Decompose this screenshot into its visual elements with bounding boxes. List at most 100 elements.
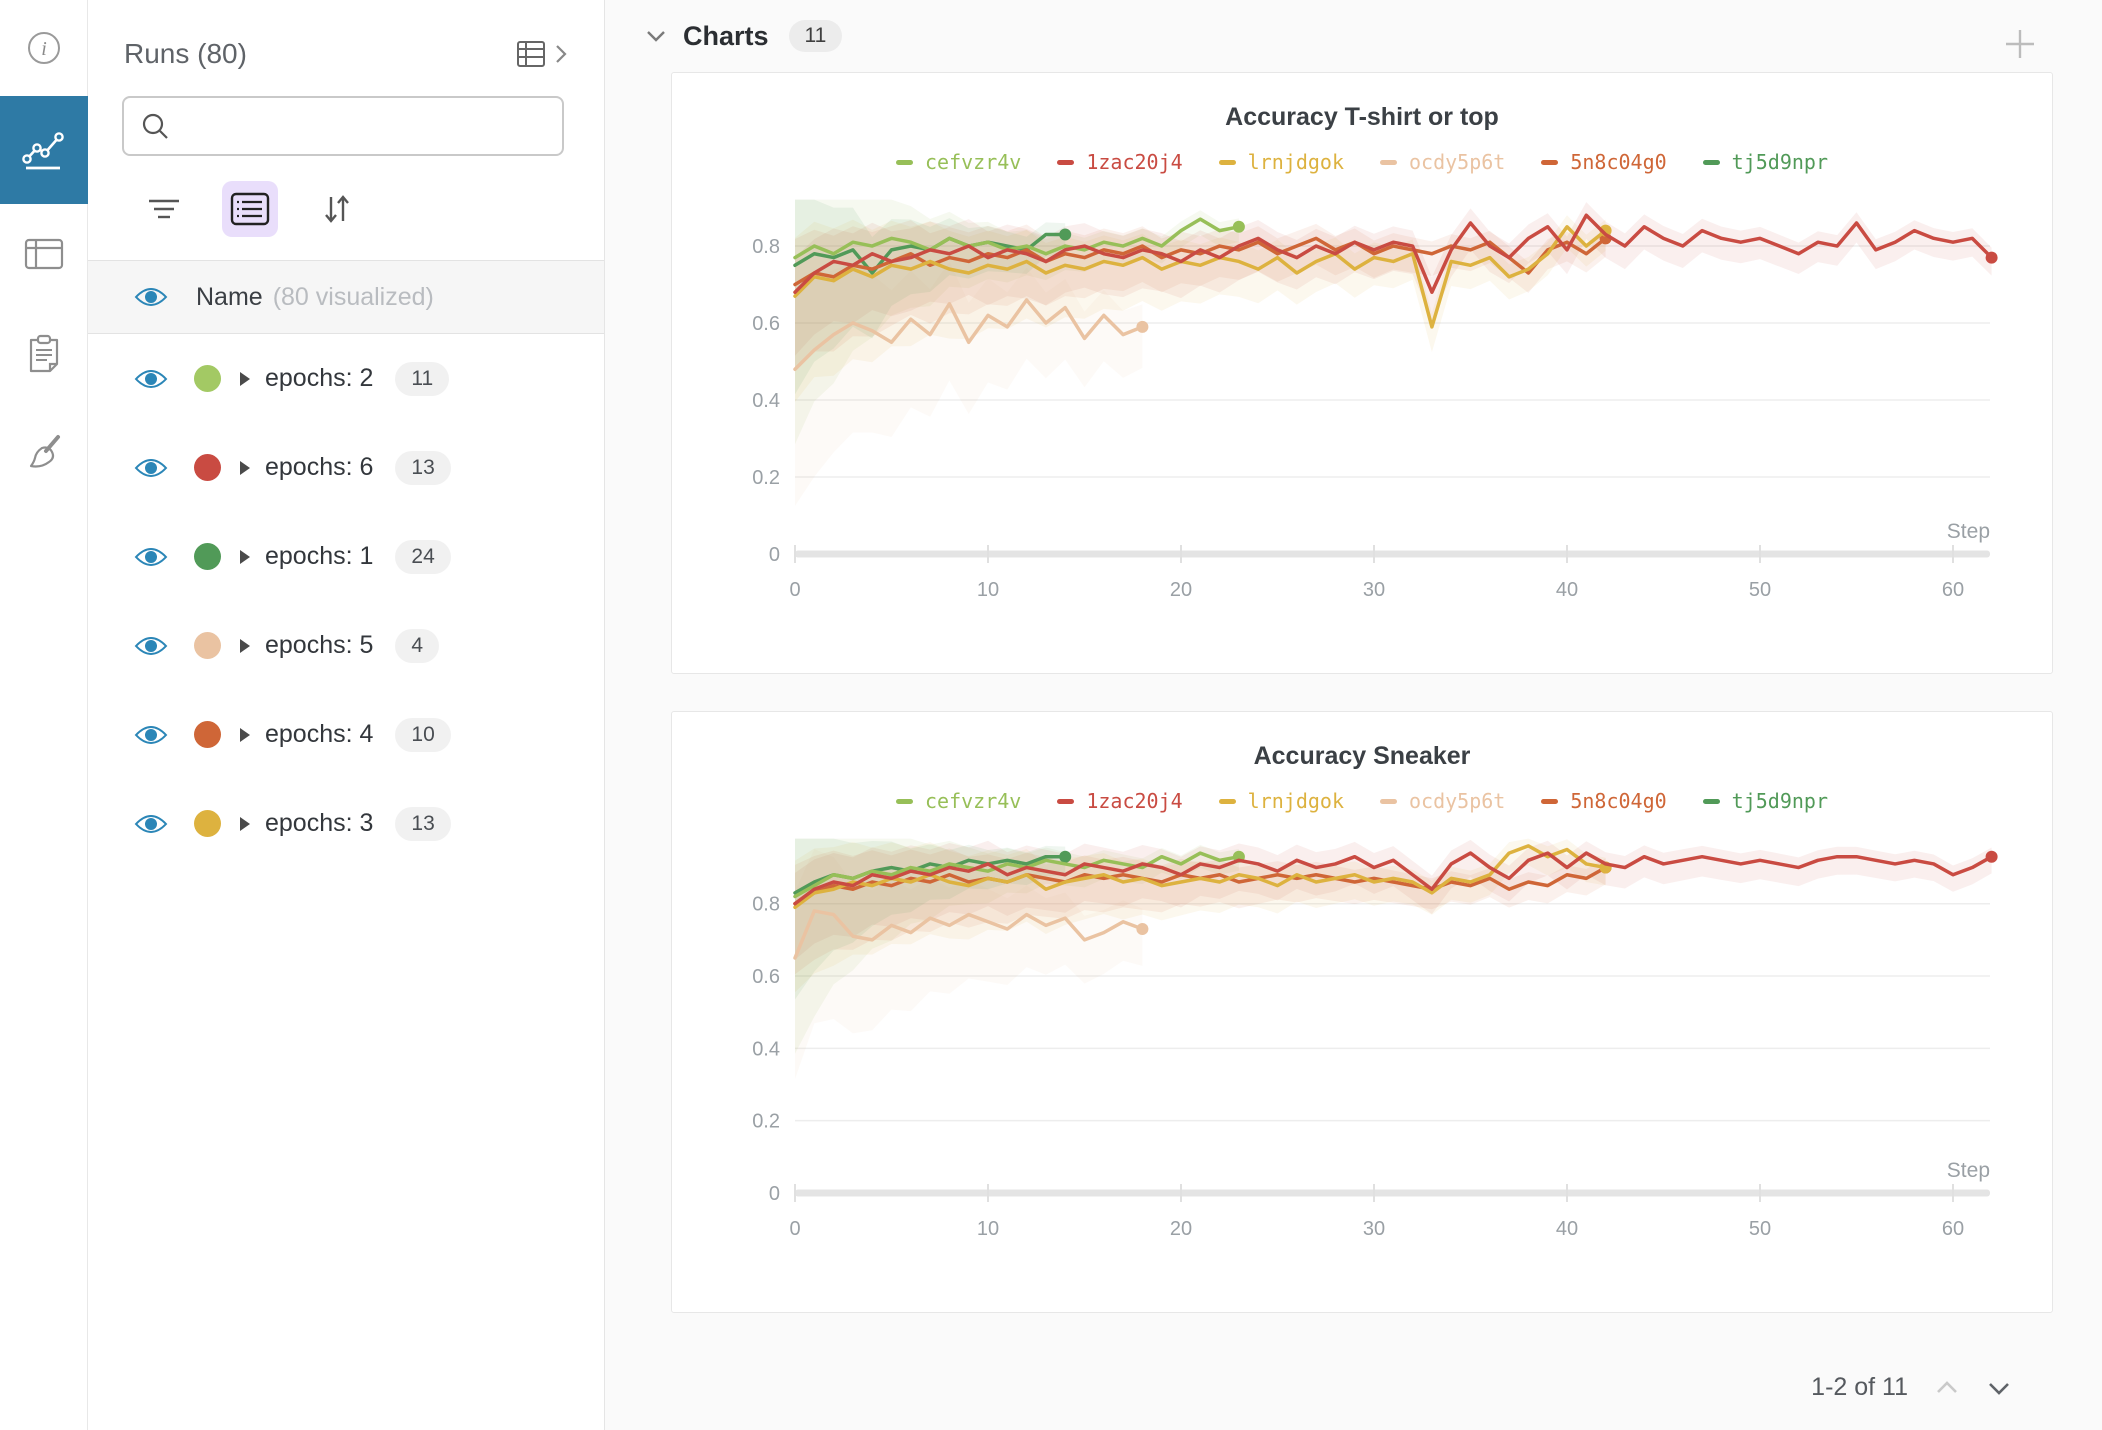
chart-legend: cefvzr4v 1zac20j4 lrnjdgok ocdy5p6t 5n8c04g0… bbox=[672, 787, 2052, 815]
svg-text:30: 30 bbox=[1363, 1218, 1385, 1240]
legend-swatch bbox=[1218, 798, 1236, 804]
chart-panel[interactable]: Accuracy T-shirt or top cefvzr4v 1zac20j4… bbox=[671, 72, 2053, 674]
legend-item[interactable]: 5n8c04g0 bbox=[1541, 150, 1667, 174]
legend-run-name: 5n8c04g0 bbox=[1570, 150, 1667, 174]
eye-icon[interactable] bbox=[134, 367, 168, 391]
legend-item[interactable]: 1zac20j4 bbox=[1057, 789, 1183, 813]
run-color-dot bbox=[194, 454, 221, 481]
legend-swatch bbox=[896, 159, 914, 165]
eye-icon[interactable] bbox=[134, 456, 168, 480]
expand-table-button[interactable] bbox=[516, 39, 568, 69]
rail-item-notes[interactable] bbox=[0, 304, 88, 404]
run-group-label: epochs: 5 bbox=[265, 631, 374, 659]
filter-icon bbox=[149, 199, 179, 219]
rail-item-sweeps[interactable] bbox=[0, 404, 88, 504]
run-group-row[interactable]: epochs: 4 10 bbox=[88, 690, 604, 779]
rail-item-info[interactable]: i bbox=[0, 0, 88, 96]
rail-item-table[interactable] bbox=[0, 204, 88, 304]
chart-panel[interactable]: Accuracy Sneaker cefvzr4v 1zac20j4 lrnjdgo… bbox=[671, 711, 2053, 1313]
expand-caret-icon[interactable] bbox=[239, 816, 251, 832]
run-search[interactable] bbox=[122, 96, 564, 156]
runs-toolbar bbox=[136, 180, 604, 238]
search-input[interactable] bbox=[182, 112, 546, 140]
sort-button[interactable] bbox=[308, 181, 364, 237]
legend-run-name: 1zac20j4 bbox=[1086, 150, 1183, 174]
legend-run-name: lrnjdgok bbox=[1247, 150, 1344, 174]
svg-text:30: 30 bbox=[1363, 579, 1385, 601]
legend-swatch bbox=[1380, 159, 1397, 165]
chart-plot[interactable]: 0 0.2 0.4 0.6 0.8 0 10 20 30 40 50 60 Step bbox=[672, 821, 2052, 1299]
runs-name-header-row[interactable]: Name (80 visualized) bbox=[88, 260, 604, 334]
name-column-label: Name bbox=[196, 282, 263, 311]
runs-panel-title: Runs (80) bbox=[124, 38, 247, 69]
svg-text:50: 50 bbox=[1749, 579, 1771, 601]
eye-icon[interactable] bbox=[134, 285, 168, 309]
svg-text:10: 10 bbox=[977, 579, 999, 601]
legend-swatch bbox=[1218, 159, 1236, 165]
add-panel-button[interactable] bbox=[2002, 26, 2038, 67]
group-list-button[interactable] bbox=[222, 181, 278, 237]
collapse-chevron-icon[interactable] bbox=[645, 28, 667, 44]
run-count-badge: 11 bbox=[395, 361, 450, 396]
charts-title: Charts bbox=[683, 20, 769, 51]
eye-icon[interactable] bbox=[134, 812, 168, 836]
charts-section: Charts 11 Accuracy T-shirt or top cefvzr… bbox=[605, 0, 2102, 1430]
run-color-dot bbox=[194, 543, 221, 570]
legend-item[interactable]: tj5d9npr bbox=[1702, 150, 1828, 174]
expand-caret-icon[interactable] bbox=[239, 549, 251, 565]
run-color-dot bbox=[194, 810, 221, 837]
expand-caret-icon[interactable] bbox=[239, 638, 251, 654]
legend-item[interactable]: lrnjdgok bbox=[1218, 789, 1344, 813]
legend-item[interactable]: ocdy5p6t bbox=[1380, 150, 1505, 174]
run-group-row[interactable]: epochs: 3 13 bbox=[88, 779, 604, 868]
legend-run-name: ocdy5p6t bbox=[1409, 150, 1506, 174]
expand-caret-icon[interactable] bbox=[239, 460, 251, 476]
legend-swatch bbox=[1541, 798, 1559, 804]
charts-count-badge: 11 bbox=[788, 20, 843, 52]
expand-caret-icon[interactable] bbox=[239, 727, 251, 743]
rail-item-charts[interactable] bbox=[0, 96, 88, 204]
sort-icon bbox=[325, 195, 349, 223]
page-down-button[interactable] bbox=[1986, 1379, 2012, 1397]
run-group-row[interactable]: epochs: 5 4 bbox=[88, 601, 604, 690]
eye-icon[interactable] bbox=[134, 723, 168, 747]
broom-icon bbox=[29, 435, 60, 468]
svg-text:i: i bbox=[41, 38, 47, 60]
eye-icon[interactable] bbox=[134, 545, 168, 569]
run-count-badge: 24 bbox=[395, 539, 451, 574]
run-group-row[interactable]: epochs: 2 11 bbox=[88, 334, 604, 423]
legend-item[interactable]: 1zac20j4 bbox=[1057, 150, 1183, 174]
svg-text:0.6: 0.6 bbox=[752, 966, 780, 988]
run-group-row[interactable]: epochs: 6 13 bbox=[88, 423, 604, 512]
legend-item[interactable]: cefvzr4v bbox=[896, 150, 1021, 174]
legend-run-name: ocdy5p6t bbox=[1409, 789, 1506, 813]
run-color-dot bbox=[194, 632, 221, 659]
legend-swatch bbox=[1702, 798, 1720, 804]
eye-icon[interactable] bbox=[134, 634, 168, 658]
legend-item[interactable]: ocdy5p6t bbox=[1380, 789, 1505, 813]
legend-item[interactable]: cefvzr4v bbox=[896, 789, 1021, 813]
legend-swatch bbox=[1057, 159, 1075, 165]
visualized-count: (80 visualized) bbox=[272, 282, 434, 311]
pagination-label: 1-2 of 11 bbox=[1811, 1373, 1908, 1401]
legend-item[interactable]: 5n8c04g0 bbox=[1541, 789, 1667, 813]
legend-run-name: tj5d9npr bbox=[1731, 150, 1828, 174]
legend-swatch bbox=[1380, 798, 1397, 804]
chart-plot[interactable]: 0 0.2 0.4 0.6 0.8 0 10 20 30 40 50 60 Step bbox=[672, 182, 2052, 660]
svg-text:Step: Step bbox=[1947, 520, 1990, 543]
chevron-down-icon bbox=[1989, 1382, 2009, 1395]
clipboard-icon bbox=[29, 334, 58, 373]
run-group-row[interactable]: epochs: 1 24 bbox=[88, 512, 604, 601]
run-group-label: epochs: 1 bbox=[265, 542, 374, 570]
svg-text:50: 50 bbox=[1749, 1218, 1771, 1240]
filter-button[interactable] bbox=[136, 181, 192, 237]
run-count-badge: 4 bbox=[395, 628, 440, 663]
run-group-label: epochs: 4 bbox=[265, 720, 374, 748]
svg-text:60: 60 bbox=[1942, 579, 1964, 601]
chart-cards: Accuracy T-shirt or top cefvzr4v 1zac20j4… bbox=[605, 72, 2102, 1350]
legend-item[interactable]: tj5d9npr bbox=[1702, 789, 1828, 813]
expand-caret-icon[interactable] bbox=[239, 371, 251, 387]
legend-item[interactable]: lrnjdgok bbox=[1218, 150, 1344, 174]
svg-text:0.4: 0.4 bbox=[752, 390, 780, 412]
page-up-button[interactable] bbox=[1934, 1379, 1960, 1397]
